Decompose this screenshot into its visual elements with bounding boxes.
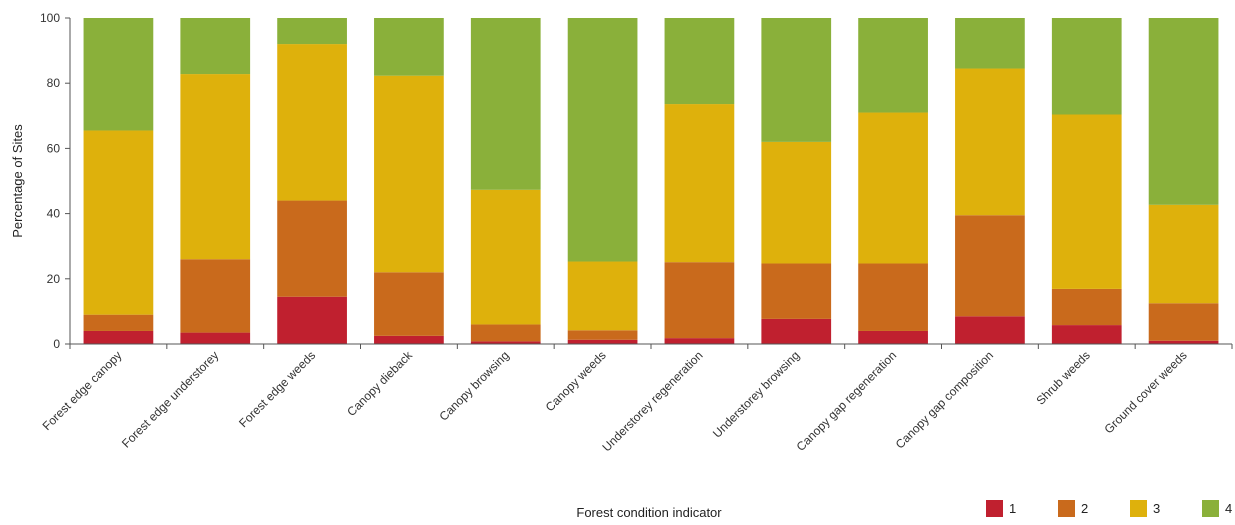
bar-segment-3 (83, 130, 154, 315)
bars (83, 18, 1219, 344)
x-tick-label: Ground cover weeds (1102, 348, 1190, 436)
bar-segment-4 (664, 18, 735, 105)
legend-swatch-2 (1058, 500, 1075, 517)
legend-label-4: 4 (1225, 501, 1232, 516)
bar-segment-2 (83, 314, 154, 331)
x-tick-label: Canopy weeds (543, 348, 609, 414)
y-tick-label: 0 (53, 337, 60, 351)
bar-segment-4 (374, 18, 444, 76)
legend-label-3: 3 (1153, 501, 1160, 516)
bar-segment-3 (277, 44, 347, 201)
bar-segment-1 (374, 335, 444, 344)
x-tick-label: Forest edge canopy (40, 348, 125, 433)
bar-segment-1 (567, 339, 638, 344)
bar-segment-4 (277, 18, 347, 45)
x-tick-label: Canopy gap composition (893, 348, 996, 451)
y-tick-label: 100 (40, 11, 60, 25)
x-tick-label: Forest edge understorey (119, 348, 221, 450)
x-tick-label: Shrub weeds (1033, 348, 1092, 407)
bar-segment-3 (180, 74, 251, 260)
y-tick-label: 20 (47, 272, 61, 286)
bar-segment-2 (858, 263, 928, 331)
legend: 1 2 3 4 (986, 500, 1232, 517)
bar-segment-4 (83, 18, 154, 131)
bar-segment-4 (470, 18, 541, 190)
y-tick-label: 60 (47, 141, 61, 155)
bar-segment-2 (664, 262, 735, 339)
bar-segment-4 (180, 18, 251, 75)
bar-segment-4 (1051, 18, 1122, 115)
bar-segment-3 (567, 261, 638, 331)
bar-segment-3 (761, 141, 832, 264)
bar-segment-3 (664, 104, 735, 263)
legend-label-2: 2 (1081, 501, 1088, 516)
bar-segment-1 (858, 330, 928, 344)
bar-segment-3 (374, 75, 444, 273)
bar-segment-1 (955, 316, 1025, 344)
bar-segment-2 (1051, 288, 1122, 326)
bar-segment-3 (1051, 114, 1122, 289)
bar-segment-4 (567, 18, 638, 262)
bar-segment-4 (761, 18, 832, 142)
y-tick-label: 40 (47, 207, 61, 221)
bar-segment-2 (180, 259, 251, 333)
bar-segment-1 (1148, 340, 1219, 344)
bar-segment-3 (858, 112, 928, 264)
x-tick-label: Canopy browsing (436, 348, 511, 423)
legend-swatch-3 (1130, 500, 1147, 517)
y-axis: 0 20 40 60 80 100 (40, 11, 71, 351)
y-tick-label: 80 (47, 76, 61, 90)
bar-segment-1 (761, 318, 832, 344)
x-axis-title: Forest condition indicator (576, 505, 722, 520)
bar-segment-1 (1051, 325, 1122, 344)
legend-swatch-4 (1202, 500, 1219, 517)
bar-segment-2 (567, 330, 638, 340)
bar-segment-4 (1148, 18, 1219, 205)
bar-segment-3 (470, 189, 541, 325)
bar-segment-4 (955, 18, 1025, 69)
x-tick-label: Understorey regeneration (599, 348, 705, 454)
bar-segment-4 (858, 18, 928, 113)
bar-segment-1 (470, 341, 541, 344)
legend-swatch-1 (986, 500, 1003, 517)
bar-segment-1 (83, 330, 154, 344)
x-tick-label: Forest edge weeds (236, 348, 318, 430)
legend-label-1: 1 (1009, 501, 1016, 516)
bar-segment-1 (277, 296, 347, 344)
bar-segment-3 (1148, 204, 1219, 304)
bar-segment-1 (664, 338, 735, 344)
bar-segment-2 (374, 272, 444, 336)
bar-segment-2 (955, 215, 1025, 317)
bar-segment-3 (955, 68, 1025, 216)
y-axis-title: Percentage of Sites (10, 124, 25, 238)
x-tick-label: Canopy gap regeneration (794, 348, 900, 454)
bar-segment-2 (1148, 303, 1219, 341)
bar-segment-2 (277, 200, 347, 297)
x-tick-label: Canopy dieback (344, 348, 415, 419)
bar-segment-1 (180, 332, 251, 344)
bar-segment-2 (470, 324, 541, 342)
x-tick-label: Understorey browsing (710, 348, 802, 440)
bar-segment-2 (761, 263, 832, 319)
